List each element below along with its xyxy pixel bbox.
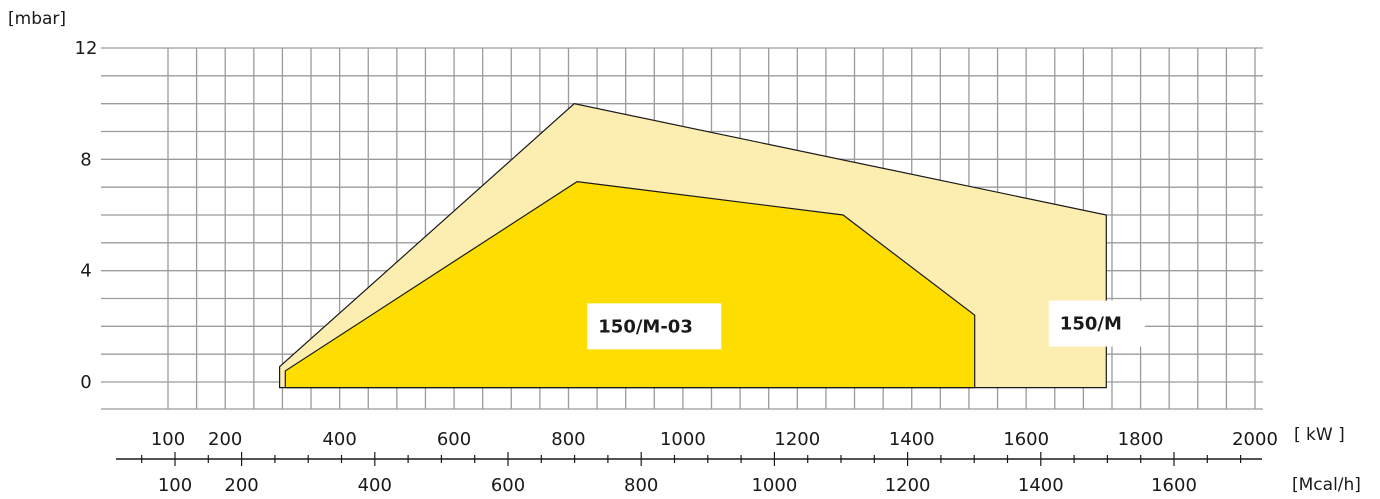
x-axis-kw-unit: [ kW ] [1294,425,1345,445]
series-labels: 150/M-03 150/M [587,300,1145,350]
x-mcal-tick-label: 1000 [751,475,797,496]
x-mcal-tick-label: 100 [158,475,192,496]
x-kw-tick-label: 800 [551,429,585,450]
y-tick-label: 4 [80,261,91,282]
x-mcal-tick-label: 1200 [885,475,931,496]
series-label-box [587,303,722,350]
x-kw-tick-label: 600 [437,429,471,450]
series-label-150-m: 150/M [1060,314,1122,335]
y-tick-label: 12 [75,38,98,59]
x-kw-tick-label: 1000 [660,429,706,450]
series-label-150-m-03: 150/M-03 [598,316,693,337]
x-mcal-tick-label: 1600 [1151,475,1197,496]
x-kw-tick-label: 1800 [1118,429,1164,450]
y-axis-unit: [mbar] [8,9,66,29]
series-area-150-m-03 [284,180,976,389]
y-tick-label: 8 [80,149,91,170]
x-kw-tick-label: 1200 [774,429,820,450]
x-mcal-tick-label: 600 [491,475,525,496]
x-kw-tick-label: 2000 [1232,429,1278,450]
x-kw-tick-label: 1600 [1003,429,1049,450]
axes: 0 4 8 12 100 200 400 600 800 1000 1200 1400 1600 1800… [75,38,1278,496]
x-kw-tick-label: 200 [208,429,242,450]
x-mcal-tick-label: 200 [224,475,258,496]
y-tick-label: 0 [80,372,91,393]
x-kw-tick-label: 1400 [889,429,935,450]
series-areas [279,103,1107,389]
series-label-box [1048,300,1145,347]
x-kw-tick-label: 400 [322,429,356,450]
x-kw-tick-label: 100 [151,429,185,450]
x-axis-mcal-unit: [Mcal/h] [1292,475,1361,495]
x-mcal-tick-label: 1400 [1018,475,1064,496]
x-mcal-tick-label: 800 [624,475,658,496]
x-mcal-tick-label: 400 [358,475,392,496]
